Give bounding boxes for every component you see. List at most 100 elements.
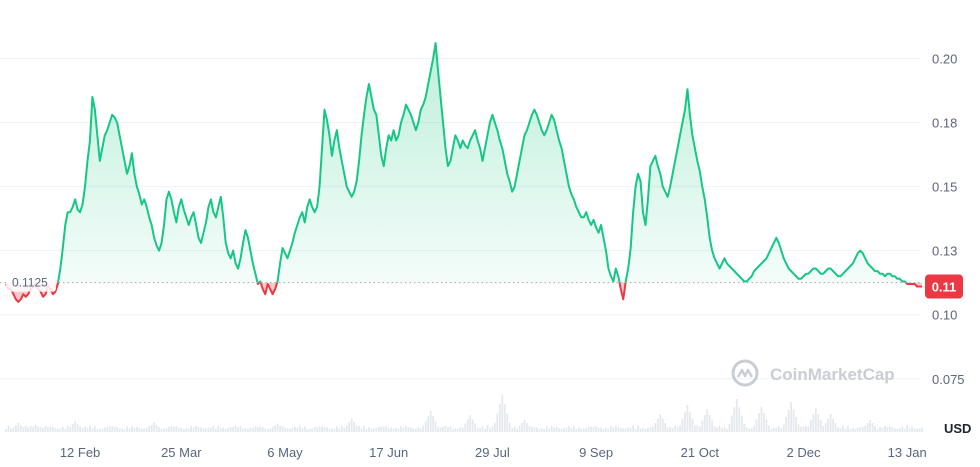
volume-bar — [402, 427, 405, 432]
volume-bar — [824, 423, 827, 432]
volume-bar — [842, 425, 844, 432]
volume-bar — [242, 428, 244, 432]
volume-bar — [56, 428, 59, 432]
volume-bar — [74, 421, 77, 432]
volume-bar — [380, 426, 383, 432]
volume-bar — [363, 425, 365, 432]
volume-bar — [834, 423, 837, 432]
volume-bar — [679, 425, 681, 432]
volume-bar — [893, 428, 896, 432]
volume-bar — [738, 407, 741, 432]
volume-bar — [898, 428, 901, 432]
volume-bar — [313, 426, 316, 432]
volume-bar — [476, 427, 479, 432]
volume-bar — [86, 427, 89, 432]
volume-bar — [659, 414, 662, 432]
current-price-badge: 0.11 — [925, 274, 963, 299]
volume-bar — [906, 425, 909, 432]
volume-bar — [345, 425, 348, 432]
volume-bar — [587, 426, 590, 432]
volume-bar — [698, 426, 701, 432]
volume-bar — [155, 424, 158, 432]
volume-bar — [390, 427, 393, 432]
volume-bar — [259, 426, 262, 432]
volume-bar — [464, 423, 467, 432]
volume-bar — [118, 428, 121, 432]
volume-bar — [419, 428, 422, 432]
volume-bar — [782, 424, 785, 432]
current-price-label: 0.11 — [932, 280, 957, 295]
volume-bar — [711, 420, 714, 432]
volume-bar — [197, 427, 200, 432]
volume-bar — [254, 425, 257, 432]
volume-bar — [471, 419, 474, 432]
volume-bar — [634, 428, 637, 432]
volume-bar — [881, 428, 884, 432]
x-tick-label: 25 Mar — [161, 445, 202, 460]
volume-bar — [849, 428, 852, 432]
volume-bar — [629, 428, 632, 432]
volume-bar — [116, 427, 119, 432]
volume-bar — [568, 426, 570, 432]
volume-bar — [368, 427, 370, 432]
volume-bar — [429, 411, 432, 432]
volume-bar — [39, 427, 42, 432]
volume-bar — [716, 427, 718, 432]
volume-bar — [610, 425, 612, 432]
volume-bar — [506, 413, 509, 432]
volume-bar — [229, 427, 232, 432]
volume-bar — [612, 427, 615, 432]
volume-bar — [913, 428, 916, 432]
volume-bar — [355, 425, 358, 432]
volume-bar — [733, 407, 736, 432]
volume-bar — [150, 424, 153, 432]
volume-bar — [703, 414, 706, 432]
volume-bar — [350, 418, 353, 432]
volume-bar — [301, 428, 304, 432]
volume-bar — [624, 428, 627, 432]
volume-bar — [353, 422, 356, 432]
volume-bar — [22, 427, 25, 432]
volume-bar — [143, 428, 146, 432]
x-tick-label: 29 Jul — [475, 445, 510, 460]
volume-bar — [103, 427, 106, 432]
volume-bar — [822, 426, 825, 432]
volume-bar — [79, 426, 81, 432]
coinmarketcap-watermark: CoinMarketCap — [731, 359, 895, 387]
volume-bar — [308, 428, 311, 432]
volume-bar — [375, 428, 378, 432]
volume-bar — [632, 425, 635, 432]
volume-bar — [800, 426, 802, 432]
volume-bar — [454, 428, 457, 432]
volume-bar — [580, 428, 583, 432]
volume-bar — [721, 428, 723, 432]
volume-bar — [669, 427, 672, 432]
x-tick-label: 21 Oct — [681, 445, 720, 460]
volume-bar — [649, 427, 652, 432]
x-axis: 12 Feb 25 Mar 6 May 17 Jun 29 Jul 9 Sep 21 Oct… — [60, 445, 927, 460]
volume-bar — [27, 427, 30, 432]
volume-bar — [387, 428, 390, 432]
volume-bar — [274, 425, 277, 432]
volume-bar — [805, 426, 807, 432]
volume-bar — [802, 426, 805, 432]
volume-bar — [121, 428, 123, 432]
volume-bar — [168, 426, 170, 432]
volume-bar — [158, 426, 160, 432]
volume-bar — [291, 427, 294, 432]
volume-bar — [614, 425, 617, 432]
volume-bar — [264, 428, 267, 432]
volume-bar — [876, 428, 879, 432]
volume-bar — [572, 425, 575, 432]
watermark-brand: CoinMarketCap — [770, 365, 895, 384]
volume-bar — [879, 426, 881, 432]
volume-bar — [422, 425, 425, 432]
volume-bar — [52, 426, 54, 432]
volume-bar — [456, 428, 459, 432]
volume-bar — [605, 427, 607, 432]
volume-bar — [172, 426, 175, 432]
volume-bar — [113, 427, 116, 432]
volume-bar — [597, 428, 600, 432]
volume-bar — [896, 428, 899, 432]
volume-bar — [96, 428, 99, 432]
